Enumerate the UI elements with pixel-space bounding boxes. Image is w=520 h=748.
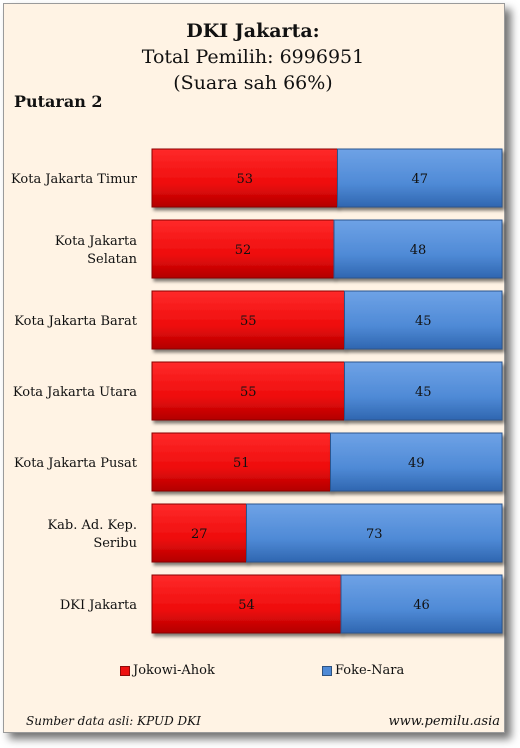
- category-label-kota-jakarta-utara: Kota Jakarta Utara: [13, 385, 137, 400]
- data-label-foke-nara-kota-jakarta-utara: 45: [415, 385, 432, 400]
- source-note: Sumber data asli: KPUD DKI: [26, 714, 201, 728]
- bar-jokowi-ahok-kota-jakarta-utara: [151, 361, 345, 421]
- category-label-kab-ad-kep-seribu: Kab. Ad. Kep. Seribu: [47, 518, 137, 551]
- bar-foke-nara-kota-jakarta-timur: [337, 148, 503, 208]
- data-label-foke-nara-kota-jakarta-barat: 45: [415, 314, 432, 329]
- bar-foke-nara-kota-jakarta-pusat: [330, 432, 503, 492]
- data-label-jokowi-ahok-kota-jakarta-selatan: 52: [235, 243, 252, 258]
- bar-foke-nara-kab-ad-kep-seribu: [246, 503, 503, 563]
- legend-label-jokowi-ahok: Jokowi-Ahok: [133, 663, 215, 678]
- data-label-foke-nara-kota-jakarta-timur: 47: [411, 172, 428, 187]
- bar-foke-nara-kota-jakarta-selatan: [333, 219, 503, 279]
- category-label-kota-jakarta-barat: Kota Jakarta Barat: [14, 314, 137, 329]
- data-label-jokowi-ahok-kota-jakarta-barat: 55: [240, 314, 257, 329]
- chart-subtitle-valid: (Suara sah 66%): [173, 72, 333, 94]
- bar-jokowi-ahok-kota-jakarta-barat: [151, 290, 345, 350]
- chart-subtitle-total: Total Pemilih: 6996951: [141, 46, 365, 68]
- legend-item-foke-nara: Foke-Nara: [322, 663, 404, 678]
- data-label-foke-nara-kab-ad-kep-seribu: 73: [366, 527, 383, 542]
- legend-swatch-blue: [322, 665, 332, 676]
- bar-jokowi-ahok-dki-jakarta: [151, 574, 342, 634]
- data-label-jokowi-ahok-kab-ad-kep-seribu: 27: [191, 527, 208, 542]
- legend-item-jokowi-ahok: Jokowi-Ahok: [120, 663, 215, 678]
- legend: Jokowi-Ahok Foke-Nara: [0, 663, 506, 683]
- data-label-foke-nara-kota-jakarta-pusat: 49: [408, 456, 425, 471]
- data-label-jokowi-ahok-kota-jakarta-utara: 55: [240, 385, 257, 400]
- chart-title: DKI Jakarta:: [186, 20, 320, 42]
- legend-label-foke-nara: Foke-Nara: [335, 663, 405, 678]
- category-label-kota-jakarta-pusat: Kota Jakarta Pusat: [14, 456, 138, 471]
- bar-jokowi-ahok-kab-ad-kep-seribu: [151, 503, 247, 563]
- round-label: Putaran 2: [14, 92, 103, 111]
- category-label-kota-jakarta-timur: Kota Jakarta Timur: [11, 172, 138, 187]
- bar-foke-nara-kota-jakarta-utara: [344, 361, 503, 421]
- bar-jokowi-ahok-kota-jakarta-timur: [151, 148, 338, 208]
- bar-jokowi-ahok-kota-jakarta-pusat: [151, 432, 331, 492]
- data-label-jokowi-ahok-kota-jakarta-timur: 53: [236, 172, 253, 187]
- category-label-dki-jakarta: DKI Jakarta: [60, 598, 137, 613]
- site-url: www.pemilu.asia: [388, 714, 500, 729]
- bar-foke-nara-kota-jakarta-barat: [344, 290, 503, 350]
- data-label-foke-nara-dki-jakarta: 46: [413, 598, 430, 613]
- data-label-jokowi-ahok-kota-jakarta-pusat: 51: [233, 456, 250, 471]
- category-label-kota-jakarta-selatan: Kota Jakarta Selatan: [55, 234, 138, 267]
- bar-foke-nara-dki-jakarta: [340, 574, 503, 634]
- data-label-jokowi-ahok-dki-jakarta: 54: [238, 598, 255, 613]
- bar-jokowi-ahok-kota-jakarta-selatan: [151, 219, 335, 279]
- legend-swatch-red: [120, 665, 130, 676]
- data-label-foke-nara-kota-jakarta-selatan: 48: [410, 243, 427, 258]
